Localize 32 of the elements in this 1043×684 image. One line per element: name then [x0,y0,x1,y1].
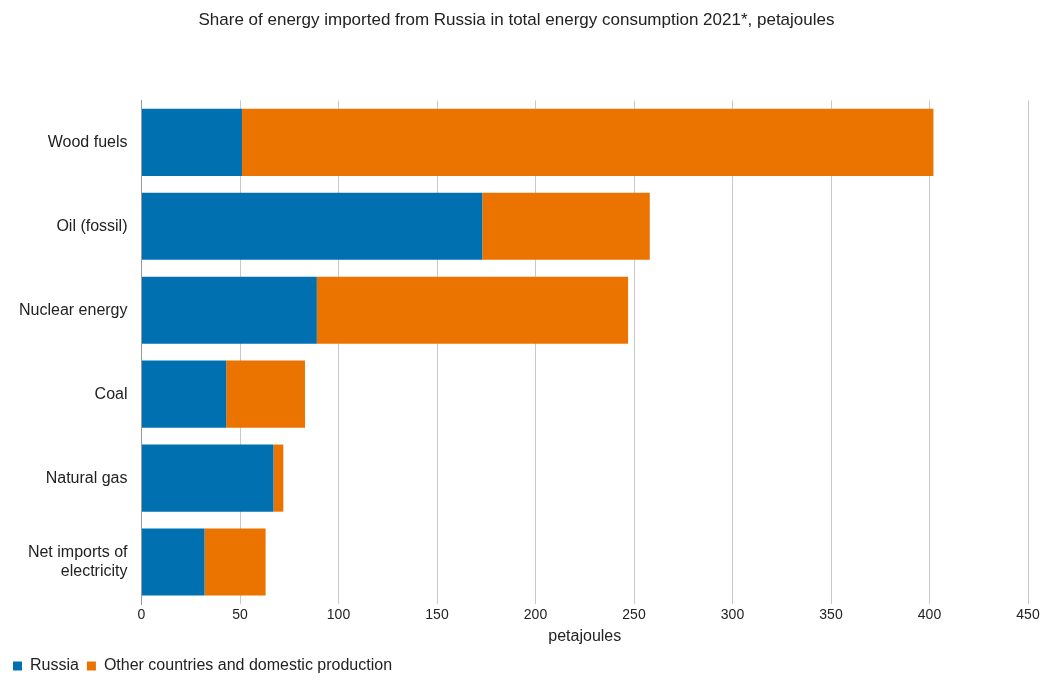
x-axis-title: petajoules [548,626,622,644]
y-tick-label: Wood fuels [47,132,128,150]
bar [142,108,242,176]
legend-label: Other countries and domestic production [103,656,393,674]
bar [482,192,650,260]
legend-label: Russia [30,656,80,674]
bar [204,528,266,596]
x-tick-label: 250 [622,606,646,623]
x-tick-label: 200 [523,606,548,623]
bar [142,528,205,596]
x-tick-label: 50 [232,606,248,623]
bar [273,444,284,512]
x-tick-label: 400 [917,606,942,623]
y-tick-label: Nuclear energy [19,300,128,318]
x-tick-label: 450 [1016,606,1040,623]
bar [142,276,317,344]
chart-title: Share of energy imported from Russia in total energy consumption 2021*, petajoules [198,9,835,29]
y-tick-label: Natural gas [45,468,128,486]
x-tick-label: 150 [425,606,449,623]
y-tick-label: Coal [94,384,128,402]
x-tick-label: 350 [819,606,843,623]
bar [316,276,629,344]
x-tick-label: 0 [137,606,146,623]
bar [142,192,483,260]
x-tick-label: 100 [326,606,351,623]
bar [226,360,306,428]
bar [142,444,274,512]
x-tick-label: 300 [720,606,745,623]
bar [142,360,227,428]
y-tick-label: Net imports of electricity [27,542,129,580]
y-tick-label: Oil (fossil) [56,216,128,234]
bar [241,108,934,176]
